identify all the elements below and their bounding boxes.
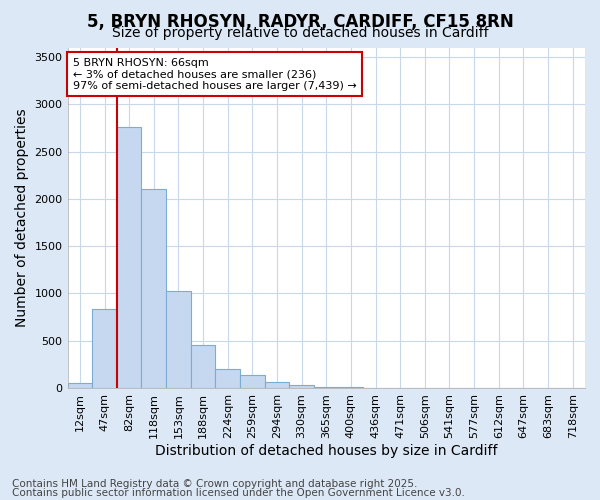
Bar (191, 346, 215, 388)
X-axis label: Distribution of detached houses by size in Cardiff: Distribution of detached houses by size … (155, 444, 497, 458)
Bar (68, 383, 92, 388)
Text: Contains public sector information licensed under the Open Government Licence v3: Contains public sector information licen… (12, 488, 465, 498)
Text: 5, BRYN RHOSYN, RADYR, CARDIFF, CF15 8RN: 5, BRYN RHOSYN, RADYR, CARDIFF, CF15 8RN (86, 12, 514, 30)
Bar (215, 369, 240, 388)
Bar (92, 308, 117, 388)
Text: 5 BRYN RHOSYN: 66sqm
← 3% of detached houses are smaller (236)
97% of semi-detac: 5 BRYN RHOSYN: 66sqm ← 3% of detached ho… (73, 58, 356, 91)
Bar (166, 292, 191, 388)
Bar (314, 387, 338, 388)
Bar (117, 127, 142, 388)
Bar (265, 382, 289, 388)
Bar (240, 374, 265, 388)
Y-axis label: Number of detached properties: Number of detached properties (15, 108, 29, 327)
Text: Contains HM Land Registry data © Crown copyright and database right 2025.: Contains HM Land Registry data © Crown c… (12, 479, 418, 489)
Bar (289, 385, 314, 388)
Text: Size of property relative to detached houses in Cardiff: Size of property relative to detached ho… (112, 26, 488, 40)
Bar (142, 190, 166, 388)
